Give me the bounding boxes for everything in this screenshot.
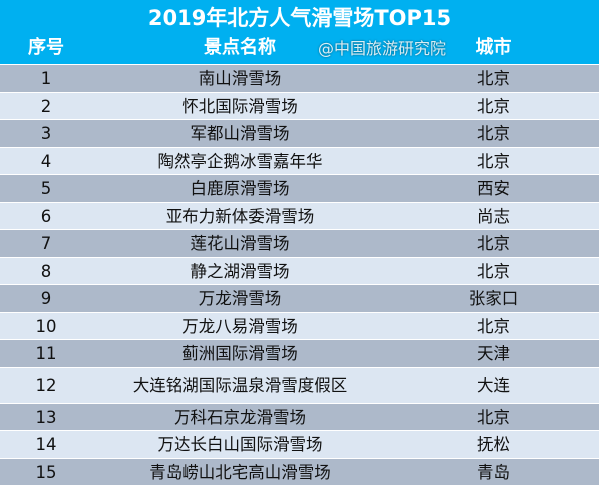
- cell-name: 军都山滑雪场: [190, 124, 290, 143]
- cell-name: 莲花山滑雪场: [190, 234, 290, 253]
- table-row: 4 陶然亭企鹅冰雪嘉年华 北京: [0, 147, 599, 175]
- cell-rank: 7: [40, 234, 52, 253]
- table-row: 9 万龙滑雪场 张家口: [0, 285, 599, 313]
- cell-name: 怀北国际滑雪场: [182, 96, 298, 116]
- cell-city: 张家口: [468, 289, 519, 308]
- cell-rank: 5: [40, 179, 52, 198]
- table-row: 12 大连铭湖国际温泉滑雪度假区 大连: [0, 367, 599, 404]
- cell-city: 天津: [477, 344, 510, 363]
- cell-city: 北京: [477, 407, 510, 427]
- cell-city: 青岛: [477, 462, 510, 482]
- cell-city: 西安: [477, 179, 510, 198]
- cell-name: 万达长白山国际滑雪场: [157, 435, 323, 454]
- table-row: 14 万达长白山国际滑雪场 抚松: [0, 431, 599, 459]
- cell-rank: 14: [35, 435, 57, 454]
- cell-name: 静之湖滑雪场: [190, 261, 290, 281]
- cell-name: 南山滑雪场: [198, 69, 282, 88]
- cell-city: 北京: [477, 69, 510, 88]
- cell-rank: 11: [35, 344, 57, 363]
- table-title: 2019年北方人气滑雪场TOP15: [0, 0, 599, 35]
- cell-rank: 10: [35, 316, 57, 336]
- cell-city: 北京: [477, 316, 510, 336]
- cell-city: 北京: [477, 96, 510, 116]
- header-rank: 序号: [28, 37, 64, 58]
- cell-city: 北京: [477, 151, 510, 171]
- table-row: 1 南山滑雪场 北京: [0, 65, 599, 93]
- header-row: 序号 景点名称 城市: [0, 35, 599, 65]
- table-row: 13 万科石京龙滑雪场 北京: [0, 403, 599, 431]
- table-row: 2 怀北国际滑雪场 北京: [0, 92, 599, 120]
- cell-name: 陶然亭企鹅冰雪嘉年华: [157, 151, 323, 171]
- header-city: 城市: [475, 37, 512, 58]
- cell-rank: 8: [40, 261, 52, 281]
- cell-rank: 3: [40, 124, 52, 143]
- table-row: 6 亚布力新体委滑雪场 尚志: [0, 202, 599, 230]
- table-row: 11 蓟洲国际滑雪场 天津: [0, 340, 599, 368]
- table-row: 15 青岛崂山北宅高山滑雪场 青岛: [0, 458, 599, 486]
- table-row: 10 万龙八易滑雪场 北京: [0, 312, 599, 340]
- cell-rank: 1: [40, 69, 52, 88]
- table-row: 5 白鹿原滑雪场 西安: [0, 175, 599, 203]
- cell-name: 万龙滑雪场: [198, 289, 282, 308]
- cell-city: 北京: [477, 124, 510, 143]
- cell-name: 大连铭湖国际温泉滑雪度假区: [132, 375, 348, 395]
- cell-name: 万龙八易滑雪场: [182, 316, 298, 336]
- cell-name: 万科石京龙滑雪场: [174, 407, 306, 427]
- cell-city: 抚松: [477, 435, 510, 454]
- cell-name: 蓟洲国际滑雪场: [182, 344, 298, 363]
- table-row: 8 静之湖滑雪场 北京: [0, 257, 599, 285]
- cell-city: 北京: [477, 234, 510, 253]
- cell-rank: 13: [35, 407, 57, 427]
- cell-rank: 15: [35, 462, 57, 482]
- cell-rank: 4: [40, 151, 52, 171]
- watermark: @中国旅游研究院: [318, 39, 447, 58]
- cell-rank: 9: [40, 289, 52, 308]
- header-name: 景点名称: [204, 37, 276, 58]
- cell-name: 青岛崂山北宅高山滑雪场: [149, 462, 331, 482]
- table-body: 1 南山滑雪场 北京 2 怀北国际滑雪场 北京 3 军都山滑雪场 北京 4 陶然亭企鹅冰雪嘉年华 北京…: [0, 65, 599, 486]
- table-row: 7 莲花山滑雪场 北京: [0, 230, 599, 258]
- cell-city: 尚志: [477, 206, 510, 226]
- cell-name: 亚布力新体委滑雪场: [165, 206, 315, 226]
- table-row: 3 军都山滑雪场 北京: [0, 120, 599, 148]
- cell-city: 大连: [477, 375, 510, 395]
- cell-rank: 12: [35, 375, 57, 395]
- cell-rank: 2: [40, 96, 52, 116]
- cell-name: 白鹿原滑雪场: [190, 179, 290, 198]
- cell-city: 北京: [477, 261, 510, 281]
- cell-rank: 6: [40, 206, 52, 226]
